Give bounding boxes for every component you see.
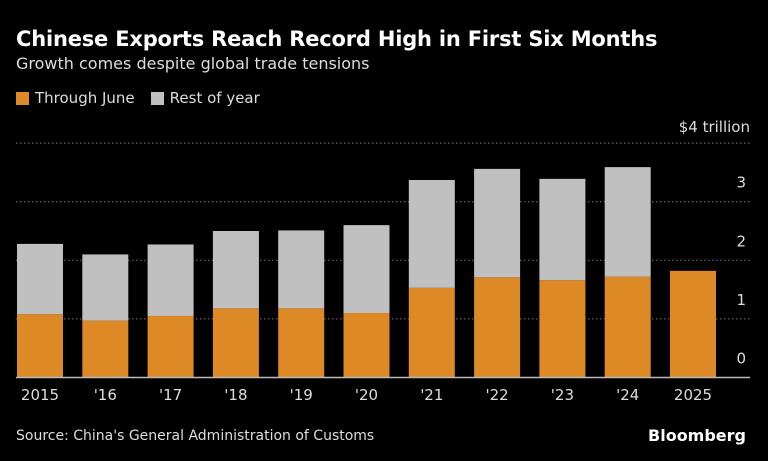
legend-item-rest-of-year: Rest of year — [150, 89, 260, 107]
bar-through-june — [82, 320, 129, 378]
legend-item-through-june: Through June — [16, 89, 135, 107]
legend-swatch-through-june — [16, 91, 29, 105]
x-tick-label: '21 — [420, 386, 443, 404]
y-tick-label: 2 — [736, 232, 746, 250]
x-tick-label: '20 — [355, 386, 378, 404]
chart-title: Chinese Exports Reach Record High in Fir… — [16, 27, 658, 51]
bar-rest-of-year — [147, 244, 194, 316]
x-tick-label: '19 — [290, 386, 313, 404]
x-tick-label: '24 — [616, 386, 639, 404]
bar-through-june — [343, 313, 390, 378]
bar-rest-of-year — [278, 230, 325, 309]
legend-swatch-rest-of-year — [150, 91, 164, 105]
x-tick-label: 2015 — [21, 386, 59, 404]
bar-through-june — [17, 314, 63, 378]
bloomberg-logo: Bloomberg — [648, 426, 746, 445]
bar-rest-of-year — [408, 180, 455, 288]
y-tick-label: 3 — [736, 174, 746, 192]
x-tick-label: '16 — [94, 386, 117, 404]
bar-through-june — [539, 280, 586, 378]
legend-label: Through June — [35, 89, 135, 107]
legend-label: Rest of year — [169, 89, 260, 107]
y-tick-label: $4 trillion — [679, 118, 750, 136]
bar-through-june — [670, 270, 716, 378]
legend: Through June Rest of year — [16, 89, 260, 107]
bar-through-june — [212, 308, 259, 378]
x-tick-label: '23 — [551, 386, 574, 404]
x-tick-label: '17 — [159, 386, 182, 404]
bar-through-june — [408, 287, 455, 378]
bar-rest-of-year — [539, 178, 586, 281]
chart-subtitle: Growth comes despite global trade tensio… — [16, 54, 370, 73]
x-tick-label: 2025 — [674, 386, 712, 404]
bar-through-june — [604, 276, 651, 378]
x-tick-label: '22 — [485, 386, 508, 404]
bar-rest-of-year — [474, 168, 521, 278]
bar-rest-of-year — [604, 167, 651, 277]
bar-rest-of-year — [212, 231, 259, 309]
bar-rest-of-year — [343, 225, 390, 314]
x-tick-label: '18 — [224, 386, 247, 404]
bar-through-june — [474, 277, 521, 378]
source-note: Source: China's General Administration o… — [16, 428, 375, 444]
y-tick-label: 1 — [736, 291, 746, 309]
y-tick-label: 0 — [736, 350, 746, 368]
bar-rest-of-year — [17, 243, 63, 315]
bar-rest-of-year — [82, 254, 129, 321]
bar-through-june — [147, 315, 194, 378]
bar-through-june — [278, 308, 325, 378]
